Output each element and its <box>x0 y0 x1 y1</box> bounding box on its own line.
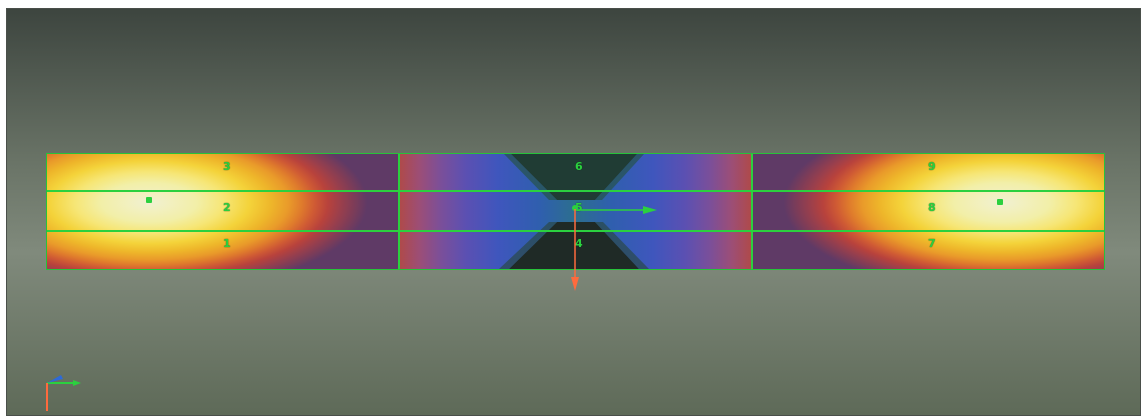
element-label-4[interactable]: 4 <box>575 237 583 250</box>
contour-panel-right <box>752 154 1104 269</box>
element-label-3[interactable]: 3 <box>223 160 231 173</box>
model-viewport[interactable]: 3 2 1 6 5 4 9 8 7 <box>6 8 1141 416</box>
global-axis-triad <box>46 375 81 411</box>
element-label-1[interactable]: 1 <box>223 237 231 250</box>
low-contour-wedges <box>499 154 649 269</box>
element-label-2[interactable]: 2 <box>223 201 231 214</box>
mesh-line-row-2 <box>47 230 1104 232</box>
mesh-line-col-1 <box>398 154 400 269</box>
node-marker-right[interactable] <box>997 199 1003 205</box>
element-label-5[interactable]: 5 <box>575 201 583 214</box>
mesh-line-col-2 <box>751 154 753 269</box>
global-x-arrowhead-icon <box>73 380 81 386</box>
element-label-6[interactable]: 6 <box>575 160 583 173</box>
global-z-axis-icon <box>47 375 63 383</box>
contour-panel-left <box>47 154 399 269</box>
element-label-8[interactable]: 8 <box>928 201 936 214</box>
element-label-7[interactable]: 7 <box>928 237 936 250</box>
contour-plot[interactable]: 3 2 1 6 5 4 9 8 7 <box>46 153 1105 270</box>
y-axis-arrowhead <box>571 277 579 291</box>
mesh-line-row-1 <box>47 190 1104 192</box>
element-label-9[interactable]: 9 <box>928 160 936 173</box>
node-marker-left[interactable] <box>146 197 152 203</box>
